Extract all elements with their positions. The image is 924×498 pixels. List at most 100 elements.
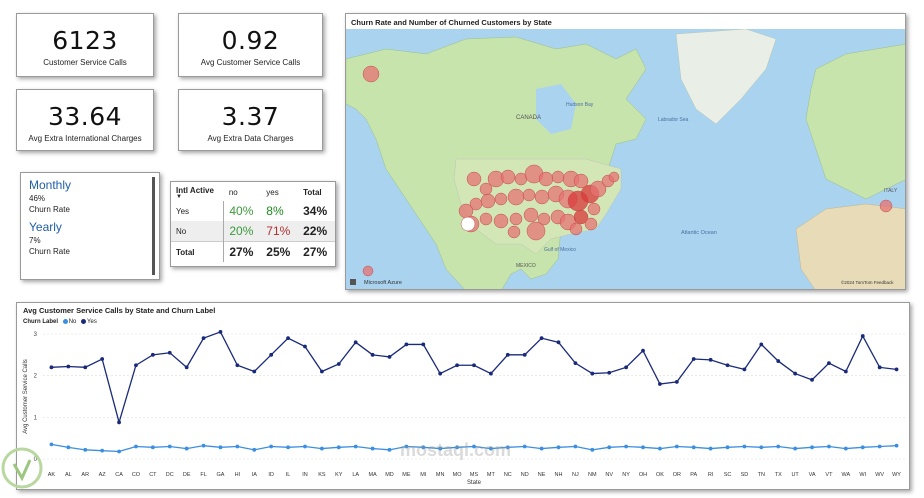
data-point-yes[interactable]	[556, 340, 561, 345]
data-point-yes[interactable]	[894, 367, 899, 372]
data-point-no[interactable]	[404, 444, 409, 449]
data-point-yes[interactable]	[218, 330, 223, 334]
data-point-no[interactable]	[353, 444, 358, 449]
data-point-no[interactable]	[742, 444, 747, 449]
data-point-yes[interactable]	[472, 363, 476, 368]
data-point-yes[interactable]	[387, 355, 392, 359]
state-bubble[interactable]	[458, 203, 474, 219]
data-point-yes[interactable]	[438, 371, 443, 376]
data-point-no[interactable]	[319, 446, 324, 451]
data-point-yes[interactable]	[691, 357, 696, 361]
data-point-yes[interactable]	[573, 361, 578, 366]
data-point-yes[interactable]	[269, 353, 274, 357]
data-point-yes[interactable]	[66, 364, 71, 369]
data-point-no[interactable]	[573, 444, 578, 449]
data-point-yes[interactable]	[201, 336, 206, 341]
data-point-no[interactable]	[827, 444, 831, 449]
state-bubble[interactable]	[534, 189, 550, 205]
data-point-yes[interactable]	[303, 344, 307, 349]
data-point-yes[interactable]	[117, 420, 121, 425]
data-point-yes[interactable]	[658, 382, 662, 386]
data-point-no[interactable]	[641, 445, 645, 450]
data-point-no[interactable]	[100, 448, 105, 453]
data-point-yes[interactable]	[336, 362, 341, 366]
data-point-yes[interactable]	[539, 336, 544, 341]
state-bubble[interactable]	[500, 169, 516, 185]
data-point-no[interactable]	[843, 446, 848, 451]
data-point-no[interactable]	[150, 445, 155, 450]
data-point-no[interactable]	[776, 444, 781, 449]
state-bubble[interactable]	[573, 209, 589, 225]
map-copyright[interactable]: ©2024 TomTom Feedback	[841, 279, 894, 285]
data-point-yes[interactable]	[167, 350, 172, 355]
data-point-no[interactable]	[201, 443, 206, 448]
data-point-no[interactable]	[472, 444, 476, 449]
data-point-no[interactable]	[624, 444, 629, 449]
data-point-yes[interactable]	[708, 358, 713, 362]
data-point-yes[interactable]	[49, 365, 54, 370]
data-point-no[interactable]	[522, 444, 527, 449]
legend-no-label[interactable]: No	[68, 319, 77, 326]
data-point-no[interactable]	[759, 445, 764, 450]
data-point-no[interactable]	[505, 445, 510, 450]
data-point-yes[interactable]	[810, 378, 814, 382]
data-point-no[interactable]	[725, 445, 730, 450]
data-point-no[interactable]	[134, 444, 138, 449]
data-point-no[interactable]	[286, 445, 290, 450]
state-bubble[interactable]	[507, 188, 525, 206]
data-point-yes[interactable]	[83, 365, 88, 370]
data-point-no[interactable]	[438, 446, 443, 451]
data-point-no[interactable]	[336, 445, 341, 450]
data-point-yes[interactable]	[793, 371, 798, 376]
state-bubble[interactable]	[507, 225, 521, 239]
scrollbar[interactable]	[152, 177, 155, 275]
data-point-no[interactable]	[607, 445, 612, 450]
data-point-no[interactable]	[370, 446, 375, 451]
state-bubble[interactable]	[480, 193, 496, 209]
state-bubble[interactable]	[526, 221, 546, 241]
data-point-no[interactable]	[252, 448, 257, 452]
sort-down-icon[interactable]: ▼	[176, 194, 182, 200]
state-bubble[interactable]	[537, 212, 551, 226]
data-point-no[interactable]	[303, 444, 307, 449]
state-bubble[interactable]	[587, 202, 601, 216]
data-point-yes[interactable]	[776, 359, 781, 364]
data-point-yes[interactable]	[286, 336, 290, 341]
data-point-no[interactable]	[539, 446, 544, 451]
state-bubble[interactable]	[538, 171, 554, 187]
data-point-no[interactable]	[184, 446, 189, 451]
data-point-yes[interactable]	[624, 365, 629, 370]
data-point-no[interactable]	[421, 445, 426, 450]
data-point-no[interactable]	[387, 448, 392, 452]
data-point-yes[interactable]	[725, 363, 730, 368]
state-bubble[interactable]	[479, 212, 493, 226]
state-bubble[interactable]	[493, 213, 509, 229]
data-point-yes[interactable]	[235, 363, 240, 368]
state-bubble[interactable]	[362, 265, 374, 277]
state-bubble[interactable]	[466, 171, 482, 187]
data-point-yes[interactable]	[319, 369, 324, 374]
state-bubble[interactable]	[608, 171, 620, 183]
data-point-no[interactable]	[674, 444, 679, 449]
state-bubble[interactable]	[879, 199, 893, 213]
data-point-yes[interactable]	[505, 353, 510, 357]
data-point-yes[interactable]	[370, 353, 375, 357]
data-point-yes[interactable]	[877, 365, 882, 370]
data-point-yes[interactable]	[641, 348, 645, 353]
data-point-yes[interactable]	[100, 357, 105, 361]
data-point-yes[interactable]	[522, 353, 527, 357]
data-point-no[interactable]	[66, 445, 71, 450]
data-point-no[interactable]	[658, 446, 662, 451]
data-point-yes[interactable]	[742, 367, 747, 372]
churn-map[interactable]: CANADA Hudson Bay Labrador Sea Atlantic …	[346, 28, 906, 290]
data-point-yes[interactable]	[759, 342, 764, 347]
data-point-no[interactable]	[218, 445, 223, 450]
data-point-yes[interactable]	[590, 371, 595, 376]
data-point-no[interactable]	[691, 445, 696, 450]
data-point-yes[interactable]	[421, 342, 426, 347]
data-point-no[interactable]	[489, 446, 493, 451]
data-point-no[interactable]	[117, 449, 121, 454]
data-point-no[interactable]	[556, 445, 561, 450]
data-point-no[interactable]	[269, 444, 274, 449]
data-point-no[interactable]	[167, 444, 172, 449]
